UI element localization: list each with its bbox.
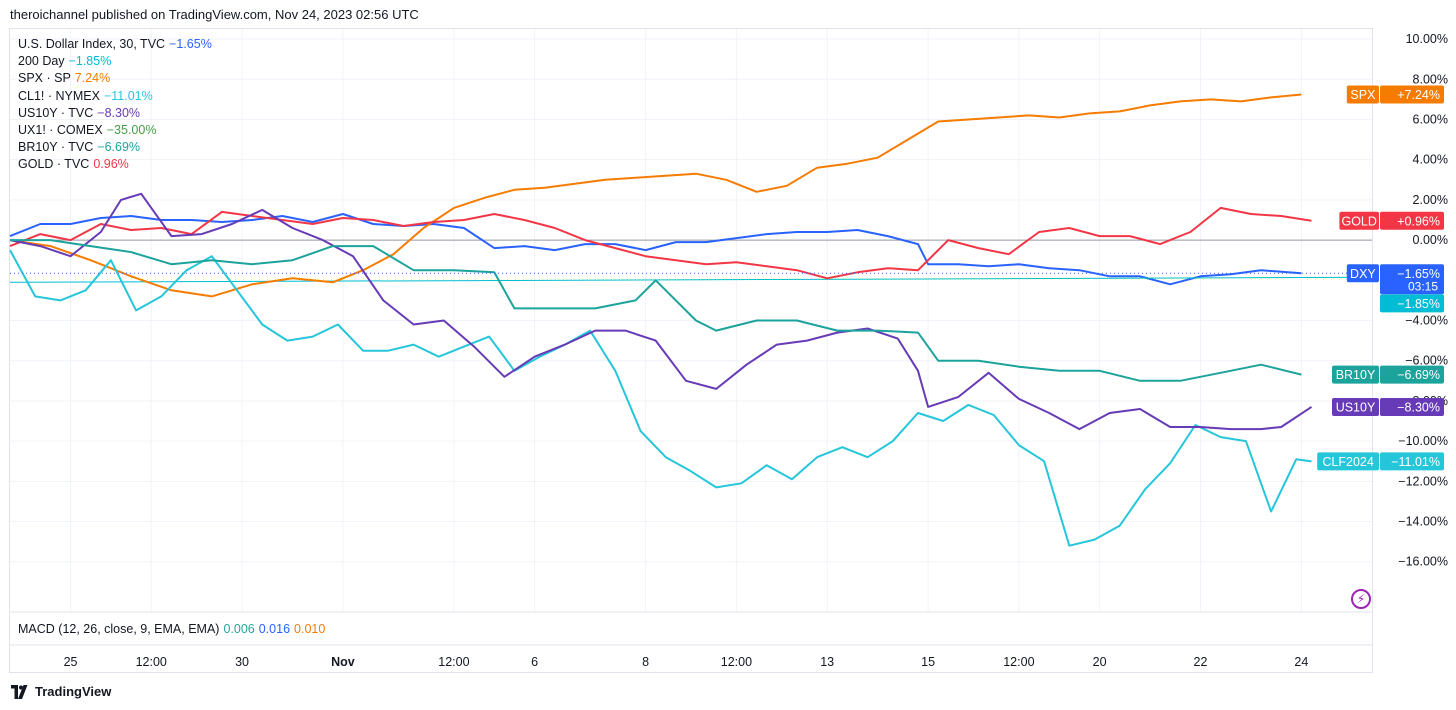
price-tag-value: −6.69%	[1397, 368, 1440, 382]
legend-value: 0.96%	[93, 157, 129, 172]
legend-name: GOLD · TVC	[18, 157, 90, 172]
legend-name: US10Y · TVC	[18, 105, 94, 120]
legend-value: −35.00%	[106, 123, 157, 138]
legend-row[interactable]: 200 Day −1.85%	[18, 53, 212, 70]
y-tick-label: −10.00%	[1398, 434, 1448, 448]
x-tick-label: 12:00	[1003, 655, 1034, 669]
y-tick-label: 4.00%	[1413, 153, 1448, 167]
y-tick-label: 2.00%	[1413, 193, 1448, 207]
price-tag-name: US10Y	[1336, 400, 1376, 414]
price-tag-name-box	[1346, 264, 1379, 283]
legend-row[interactable]: BR10Y · TVC −6.69%	[18, 139, 212, 156]
macd-histogram-value: 0.010	[294, 622, 326, 636]
series-line-gold[interactable]	[9, 206, 1312, 280]
legend-row[interactable]: GOLD · TVC 0.96%	[18, 156, 212, 173]
legend-name: UX1! · COMEX	[18, 123, 103, 138]
price-tag-countdown: 03:15	[1408, 279, 1438, 293]
series-legend: U.S. Dollar Index, 30, TVC −1.65% 200 Day…	[18, 36, 212, 174]
price-tag-name-box	[1346, 85, 1379, 104]
y-tick-label: 10.00%	[1406, 32, 1448, 46]
series-line-spx[interactable]	[9, 93, 1302, 298]
price-tag-value: −1.65%	[1397, 267, 1440, 281]
x-tick-label: 30	[235, 655, 249, 669]
legend-value: −8.30%	[97, 105, 141, 120]
macd-legend[interactable]: MACD (12, 26, close, 9, EMA, EMA) 0.006 0.…	[18, 622, 325, 636]
series-line-br10y[interactable]	[10, 239, 1302, 382]
price-tag-name-box	[1332, 365, 1379, 384]
y-tick-label: 8.00%	[1413, 72, 1448, 86]
x-tick-label: 20	[1093, 655, 1107, 669]
price-tag-name: SPX	[1350, 88, 1376, 102]
price-tag-name: BR10Y	[1336, 368, 1376, 382]
legend-value: −1.85%	[68, 54, 112, 69]
price-tag-value-box	[1380, 397, 1444, 416]
price-tag-value: −1.85%	[1397, 297, 1440, 311]
price-tag-name: GOLD	[1341, 214, 1376, 228]
y-tick-label: −6.00%	[1405, 354, 1448, 368]
series-line-us10y[interactable]	[9, 192, 1313, 431]
brand-name: TradingView	[35, 684, 112, 699]
legend-row[interactable]: CL1! · NYMEX −11.01%	[18, 88, 212, 105]
price-tag-name: DXY	[1350, 267, 1376, 281]
price-tag-value: +0.96%	[1397, 214, 1440, 228]
x-tick-label: 13	[820, 655, 834, 669]
price-tag-value-box	[1380, 85, 1444, 104]
legend-value: −11.01%	[103, 88, 153, 103]
series-line-dxy[interactable]	[9, 213, 1302, 286]
price-tag-value-box	[1380, 365, 1444, 384]
x-tick-label: 8	[642, 655, 649, 669]
price-tag-name: CLF2024	[1322, 455, 1373, 469]
price-tag-value: −11.01%	[1391, 455, 1440, 469]
x-tick-label: 6	[531, 655, 538, 669]
legend-row[interactable]: SPX · SP 7.24%	[18, 70, 212, 87]
legend-row[interactable]: US10Y · TVC −8.30%	[18, 105, 212, 122]
x-tick-label: 12:00	[438, 655, 469, 669]
macd-value: 0.006	[223, 622, 255, 636]
legend-value: −1.65%	[169, 37, 212, 51]
price-tag-value: −8.30%	[1397, 400, 1440, 414]
macd-label: MACD (12, 26, close, 9, EMA, EMA)	[18, 622, 220, 636]
y-tick-label: 0.00%	[1413, 233, 1448, 247]
legend-name: SPX · SP	[18, 71, 71, 86]
y-tick-label: −4.00%	[1405, 314, 1448, 328]
y-tick-label: −12.00%	[1398, 474, 1448, 488]
price-tag-value-box	[1380, 211, 1444, 230]
legend-name: CL1! · NYMEX	[18, 88, 100, 103]
legend-name: U.S. Dollar Index, 30, TVC	[18, 37, 166, 51]
series-line-200-day[interactable]	[9, 276, 1373, 283]
y-tick-label: 6.00%	[1413, 112, 1448, 126]
price-tag-value-box	[1380, 294, 1444, 313]
legend-row[interactable]: U.S. Dollar Index, 30, TVC −1.65%	[18, 36, 212, 53]
price-tag-value: +7.24%	[1397, 88, 1440, 102]
x-tick-label: 12:00	[721, 655, 752, 669]
x-tick-label: 22	[1194, 655, 1208, 669]
price-tag-value-box	[1380, 264, 1444, 295]
legend-name: 200 Day	[18, 54, 65, 69]
x-tick-label: 25	[64, 655, 78, 669]
price-tag-value-box	[1380, 452, 1444, 471]
y-tick-label: −16.00%	[1398, 555, 1448, 569]
price-tag-name-box	[1317, 452, 1379, 471]
x-tick-label: 12:00	[136, 655, 167, 669]
x-tick-label: Nov	[331, 655, 355, 669]
tradingview-logo-icon	[11, 684, 28, 699]
x-tick-label: 24	[1294, 655, 1308, 669]
chart-frame	[9, 28, 1373, 673]
x-tick-label: 15	[921, 655, 935, 669]
legend-value: 7.24%	[74, 71, 111, 86]
lightning-icon[interactable]: ⚡	[1351, 589, 1371, 609]
series-line-clf2024[interactable]	[9, 249, 1312, 547]
legend-row[interactable]: UX1! · COMEX −35.00%	[18, 122, 212, 139]
legend-value: −6.69%	[97, 140, 141, 155]
price-tag-name-box	[1339, 211, 1379, 230]
tradingview-footer[interactable]: TradingView	[10, 684, 111, 699]
y-tick-label: −14.00%	[1398, 515, 1448, 529]
macd-signal-value: 0.016	[258, 622, 291, 636]
price-tag-name-box	[1332, 397, 1379, 416]
legend-name: BR10Y · TVC	[18, 140, 94, 155]
publish-caption: theroichannel published on TradingView.c…	[10, 7, 419, 22]
